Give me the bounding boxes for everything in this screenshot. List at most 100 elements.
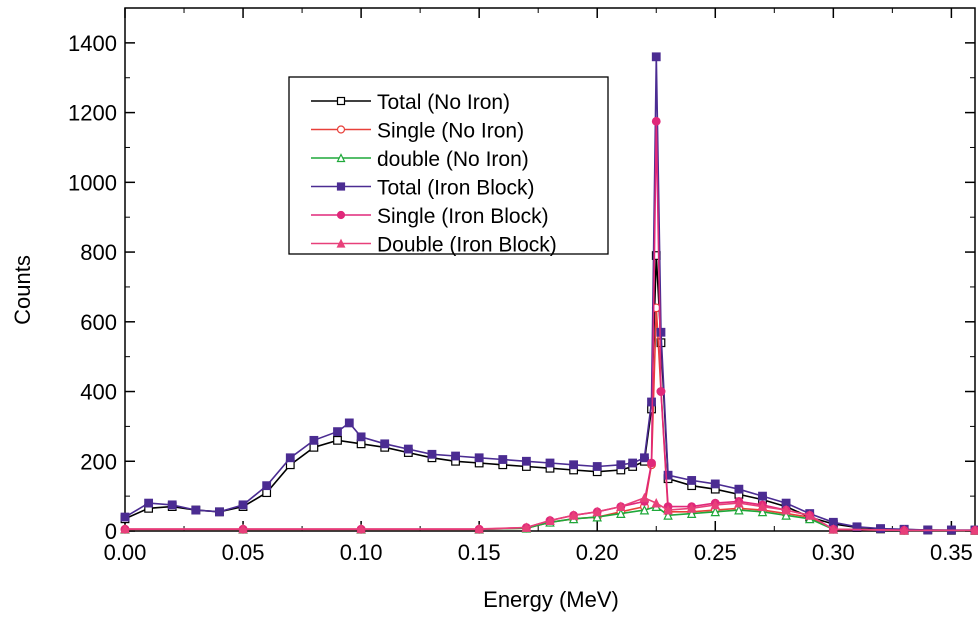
data-point: [238, 500, 248, 510]
data-point: [592, 462, 602, 471]
data-point: [647, 458, 656, 468]
data-point: [451, 451, 460, 461]
data-point: [474, 523, 484, 534]
data-point: [309, 435, 319, 445]
y-tick-label: 400: [80, 380, 117, 405]
data-point: [592, 506, 602, 517]
x-axis-title: Energy (MeV): [483, 587, 619, 612]
data-point: [734, 484, 744, 494]
legend-label: Single (Iron Block): [377, 205, 549, 228]
plot-frame: [124, 7, 976, 532]
data-point: [167, 500, 177, 510]
data-point: [262, 481, 272, 491]
data-point: [333, 435, 342, 445]
data-point: [545, 458, 555, 468]
x-tick-label: 0.00: [104, 540, 147, 565]
x-tick-label: 0.05: [222, 540, 265, 565]
legend-entry: double (No Iron): [311, 148, 529, 171]
legend-entry: Total (No Iron): [311, 91, 510, 114]
data-point: [687, 476, 697, 485]
legend-label: Single (No Iron): [377, 120, 524, 143]
data-point: [663, 510, 673, 520]
series-3: [120, 52, 978, 535]
data-point: [616, 501, 626, 511]
y-tick-label: 1000: [68, 170, 117, 195]
data-point: [876, 524, 885, 533]
x-tick-label: 0.25: [694, 540, 737, 565]
y-tick-label: 0: [105, 519, 117, 544]
legend-label: double (No Iron): [377, 148, 529, 171]
data-point: [356, 523, 366, 534]
data-point: [781, 510, 791, 520]
data-point: [640, 453, 649, 463]
data-point: [592, 511, 602, 522]
data-point: [734, 497, 744, 508]
data-point: [651, 52, 661, 62]
data-point: [616, 460, 626, 470]
data-point: [710, 499, 721, 510]
legend-marker: [336, 182, 346, 191]
legend-label: Total (Iron Block): [377, 177, 535, 200]
data-point: [333, 427, 342, 437]
data-point: [215, 507, 224, 517]
data-point: [710, 479, 720, 489]
legend-entry: Single (Iron Block): [311, 205, 549, 228]
legend-entry: Total (Iron Block): [311, 177, 535, 200]
x-tick-label: 0.10: [340, 540, 383, 565]
data-point: [628, 458, 638, 468]
legend-marker: [336, 96, 346, 106]
x-tick-label: 0.15: [458, 540, 501, 565]
legend-label: Double (Iron Block): [377, 234, 557, 257]
data-point: [686, 508, 697, 518]
data-point: [356, 432, 366, 442]
legend-marker: [336, 125, 346, 134]
data-point: [663, 470, 673, 480]
data-point: [285, 453, 295, 463]
data-point: [852, 522, 862, 532]
y-tick-label: 600: [80, 310, 117, 335]
data-point: [521, 456, 531, 466]
data-point: [403, 444, 413, 454]
series-5: [120, 492, 978, 535]
legend-entry: Single (No Iron): [311, 120, 524, 143]
data-point: [545, 515, 555, 525]
data-point: [120, 512, 130, 522]
data-point: [758, 491, 767, 501]
legend-marker: [336, 210, 346, 220]
series-0: [120, 251, 978, 535]
data-point: [569, 460, 579, 470]
data-point: [734, 504, 744, 515]
data-point: [656, 327, 666, 337]
y-tick-label: 1400: [68, 31, 117, 56]
data-point: [639, 504, 650, 515]
data-point: [474, 453, 484, 463]
data-point: [238, 523, 248, 534]
x-tick-label: 0.20: [576, 540, 619, 565]
data-point: [781, 504, 791, 515]
data-point: [651, 116, 661, 126]
data-point: [568, 510, 579, 520]
data-point: [651, 497, 662, 508]
data-point: [828, 524, 839, 534]
data-point: [970, 525, 978, 535]
x-tick-label: 0.30: [812, 540, 855, 565]
legend-marker: [336, 153, 346, 163]
data-point: [804, 510, 815, 520]
legend-marker: [336, 238, 346, 248]
legend-label: Total (No Iron): [377, 91, 510, 114]
data-point: [686, 503, 697, 513]
data-point: [380, 439, 390, 449]
data-point: [344, 418, 354, 428]
legend-box: [288, 76, 609, 255]
data-point: [191, 505, 201, 515]
data-point: [144, 498, 154, 508]
data-point: [757, 501, 768, 511]
data-point: [757, 506, 768, 517]
data-point: [639, 492, 650, 503]
series-line: [124, 255, 975, 532]
y-axis-title: Counts: [10, 255, 35, 325]
data-point: [656, 387, 666, 396]
data-point: [498, 455, 508, 464]
